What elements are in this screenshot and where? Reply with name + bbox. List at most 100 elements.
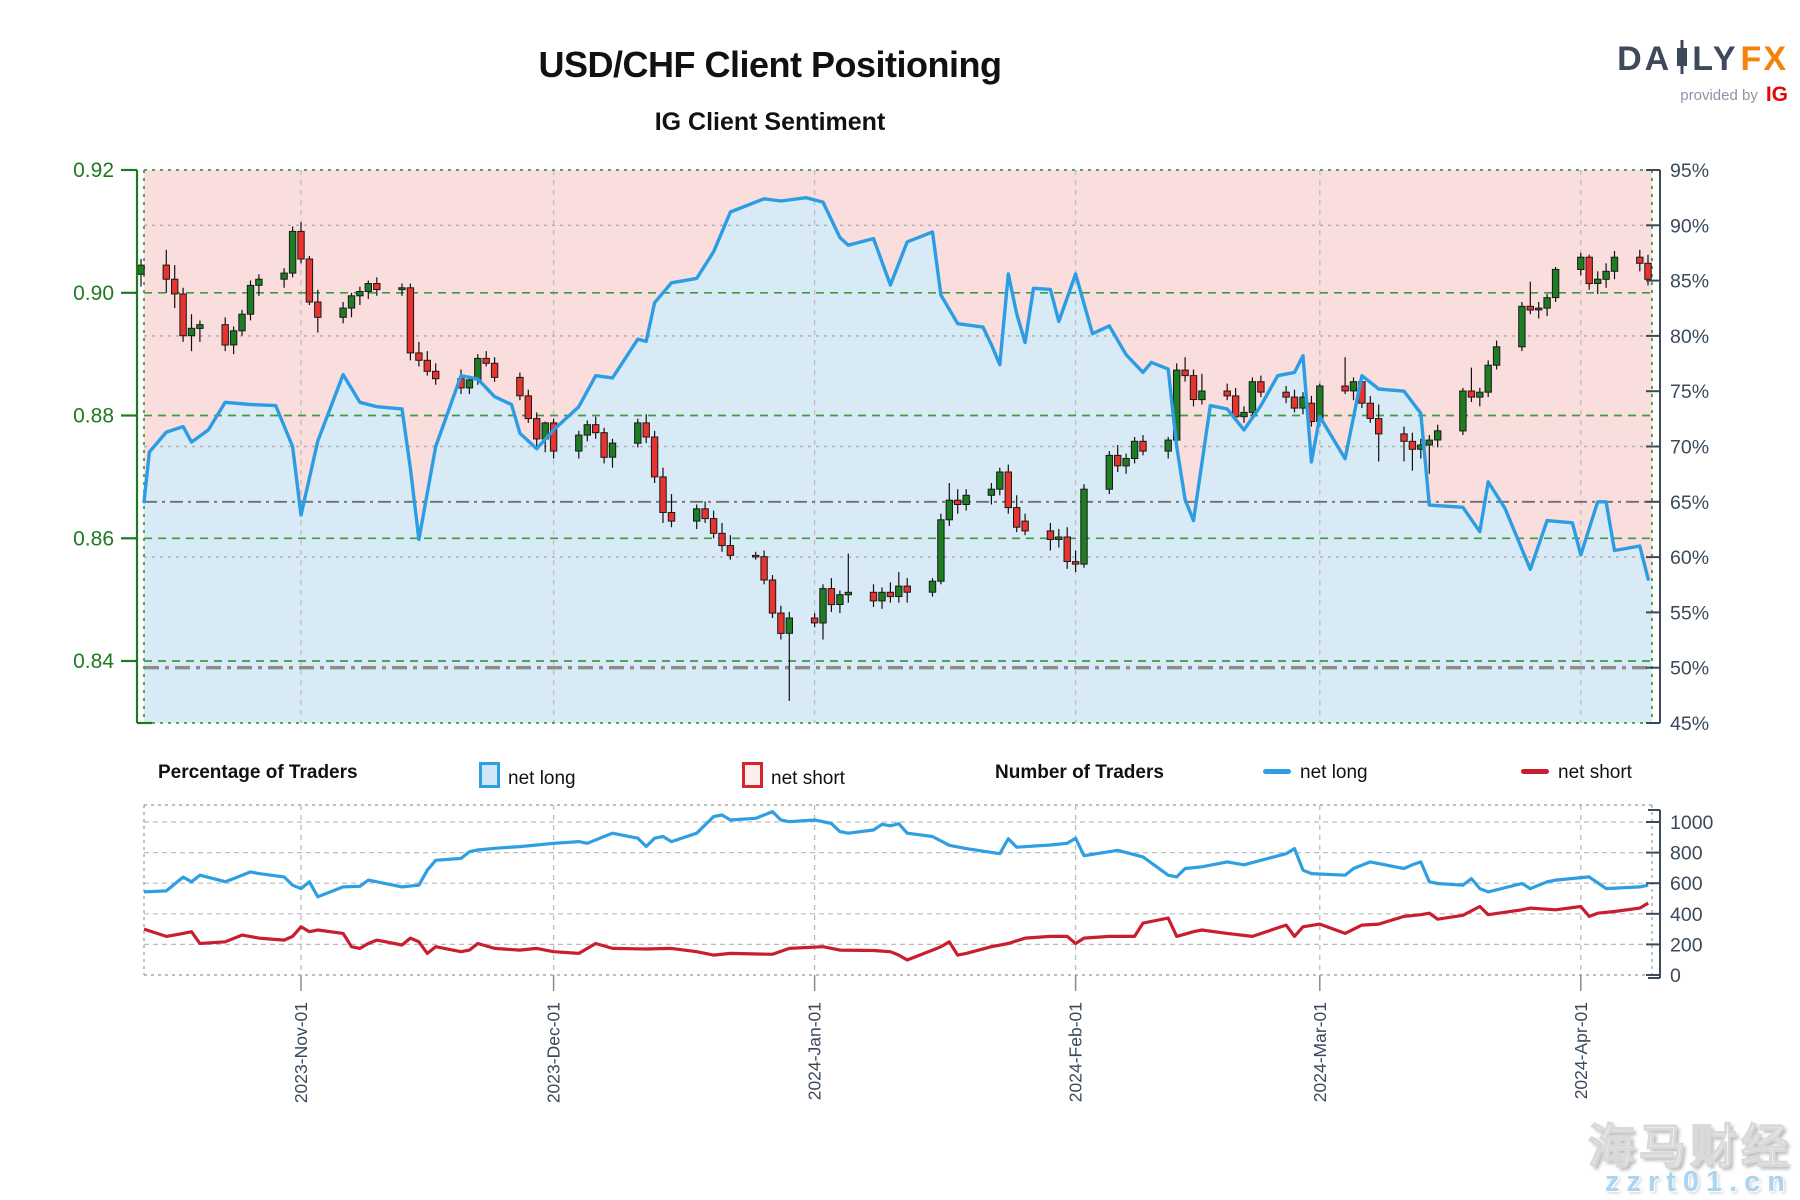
candle: [1484, 360, 1492, 398]
candle: [650, 430, 659, 483]
candle: [1055, 529, 1063, 548]
candle: [996, 467, 1004, 496]
date-tick-label: 2023-Nov-01: [291, 1002, 311, 1103]
candle: [1046, 522, 1055, 551]
candle: [1602, 263, 1610, 288]
candle: [1248, 377, 1257, 417]
percent-axis: 95% 90% 85% 80% 75% 70% 65% 60% 55% 50% 45%: [1646, 160, 1709, 735]
percent-tick-label: 60%: [1670, 547, 1709, 569]
candle: [1164, 437, 1172, 459]
candle: [1114, 445, 1122, 472]
net-long-line-icon: [1263, 769, 1291, 774]
dailyfx-logo: DA LY FX provided by IG: [1617, 40, 1788, 107]
candle: [726, 535, 735, 560]
candle: [1122, 453, 1130, 474]
candle: [398, 283, 406, 296]
candle: [1610, 251, 1619, 280]
candle: [1223, 383, 1231, 401]
candle: [482, 351, 490, 367]
main-plot-border: [143, 169, 1653, 724]
page-title: USD/CHF Client Positioning: [538, 44, 1002, 85]
candle: [886, 582, 895, 603]
net-long-swatch-icon: [479, 762, 500, 788]
count-tick-label: 600: [1670, 873, 1703, 895]
candle: [693, 504, 701, 529]
candle: [1476, 387, 1484, 407]
candle: [785, 611, 793, 701]
percent-tick-label: 85%: [1670, 271, 1709, 293]
candle: [659, 467, 667, 523]
candle: [1105, 451, 1113, 495]
candle: [288, 226, 297, 278]
candle: [1594, 271, 1602, 294]
candle: [1013, 495, 1021, 533]
sentiment-net-long-line: [142, 195, 1650, 581]
candle: [945, 483, 953, 526]
candle: [962, 489, 970, 511]
candle: [339, 302, 347, 324]
date-tick-label: 2024-Mar-01: [1310, 1002, 1330, 1102]
legend-pct-net-long: net long: [479, 762, 576, 790]
candle: [297, 222, 305, 264]
candle: [600, 427, 608, 464]
price-tick-label: 0.90: [73, 282, 114, 305]
logo-text-ly: LY: [1692, 40, 1739, 78]
net-short-swatch-icon: [742, 762, 763, 788]
percent-tick-label: 50%: [1670, 658, 1709, 680]
candle: [1585, 254, 1593, 290]
legend: Percentage of Traders net long net short…: [0, 762, 1800, 796]
candle: [1139, 435, 1147, 456]
dailyfx-wordmark: DA LY FX: [1617, 40, 1788, 79]
candle: [1492, 340, 1501, 370]
candle: [701, 501, 709, 523]
candle: [423, 351, 432, 376]
candle: [1071, 550, 1080, 572]
candle: [844, 553, 852, 603]
candle: [255, 274, 263, 296]
candle: [575, 430, 583, 459]
candle: [1459, 387, 1467, 436]
candle: [1349, 377, 1358, 401]
candle: [415, 341, 423, 367]
percent-tick-label: 55%: [1670, 602, 1709, 624]
candle: [954, 489, 962, 514]
candle: [1341, 357, 1349, 394]
candle: [592, 416, 600, 439]
percent-tick-label: 75%: [1670, 381, 1709, 403]
main-gridlines: [144, 224, 1652, 670]
candle: [777, 605, 785, 640]
candle: [1198, 373, 1206, 405]
candle: [490, 357, 499, 382]
provided-by-text: provided by: [1680, 86, 1758, 104]
traders-net-short-line: [143, 901, 1650, 962]
count-tick-label: 1000: [1670, 812, 1714, 834]
legend-num-net-short: net short: [1521, 762, 1632, 784]
candle: [718, 522, 726, 552]
candle: [752, 551, 760, 560]
candle: [1004, 464, 1012, 514]
candle: [1636, 249, 1644, 272]
candle: [1467, 367, 1476, 402]
candle: [1434, 424, 1442, 448]
net-short-line-icon: [1521, 769, 1549, 774]
candle: [1282, 386, 1290, 404]
count-axis: 1000 800 600 400 200 0: [1646, 809, 1714, 987]
percent-tick-label: 80%: [1670, 326, 1709, 348]
candle: [373, 277, 381, 296]
date-tick-label: 2024-Feb-01: [1066, 1002, 1086, 1102]
traders-panel-grid: [144, 821, 1652, 946]
percent-tick-label: 45%: [1670, 713, 1709, 735]
candle: [524, 389, 532, 423]
candle: [533, 412, 541, 447]
price-tick-label: 0.88: [73, 405, 114, 428]
candle: [516, 372, 524, 401]
percent-tick-label: 90%: [1670, 215, 1709, 237]
candle: [1257, 375, 1265, 398]
candle: [634, 418, 642, 448]
candle: [1290, 389, 1299, 413]
percent-tick-label: 95%: [1670, 160, 1709, 182]
candle: [229, 326, 238, 355]
percent-tick-label: 70%: [1670, 437, 1709, 459]
